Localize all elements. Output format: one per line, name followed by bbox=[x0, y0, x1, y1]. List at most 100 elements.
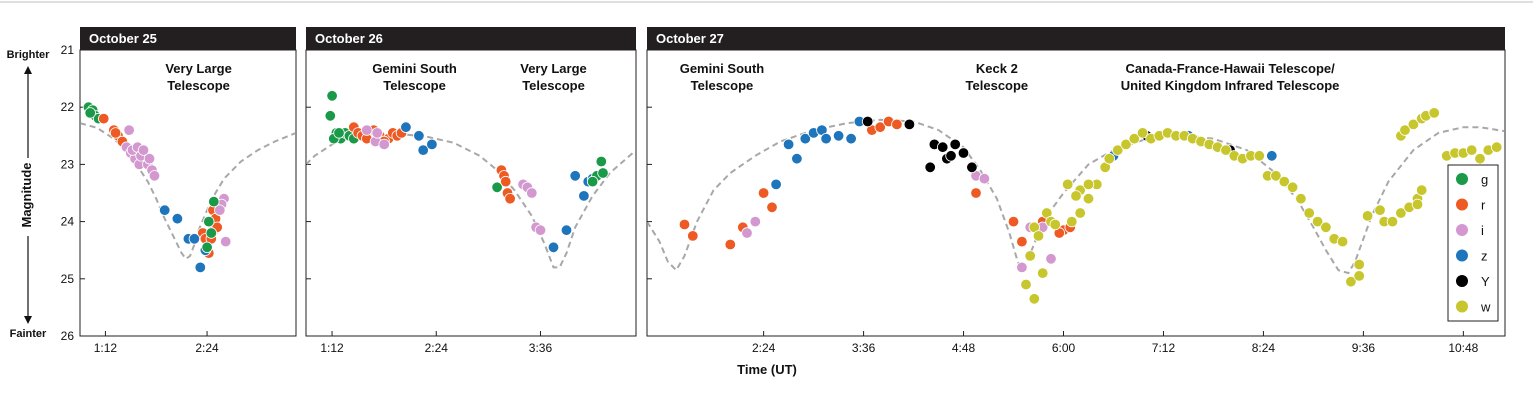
data-point-w bbox=[1336, 235, 1349, 248]
telescope-label: Very Large bbox=[165, 61, 232, 76]
data-point-w bbox=[1082, 178, 1095, 191]
data-point-Y bbox=[937, 141, 949, 153]
y-tick-label: 23 bbox=[61, 157, 75, 171]
telescope-label: United Kingdom Infrared Telescope bbox=[1121, 78, 1340, 93]
legend-label: Y bbox=[1481, 274, 1490, 289]
data-point-w bbox=[1036, 267, 1049, 279]
data-point-w bbox=[1253, 150, 1266, 162]
data-point-z bbox=[832, 130, 845, 142]
data-point-z bbox=[1266, 150, 1278, 162]
data-point-Y bbox=[945, 150, 957, 162]
data-point-i bbox=[143, 152, 156, 165]
legend-label: i bbox=[1481, 223, 1484, 238]
y-tick-label: 22 bbox=[61, 100, 75, 114]
data-point-i bbox=[148, 170, 161, 182]
series-i bbox=[361, 124, 547, 236]
data-point-r bbox=[874, 121, 886, 133]
data-point-Y bbox=[924, 161, 936, 174]
data-point-Y bbox=[949, 138, 961, 151]
series-i bbox=[120, 124, 232, 248]
legend-marker-i bbox=[1456, 224, 1468, 236]
telescope-label: Telescope bbox=[966, 78, 1029, 93]
data-point-g bbox=[205, 227, 218, 239]
data-point-r bbox=[1016, 235, 1028, 248]
x-tick-label: 2:24 bbox=[425, 341, 449, 355]
data-point-r bbox=[1007, 215, 1020, 228]
model-curve bbox=[648, 118, 1504, 275]
data-point-Y bbox=[903, 118, 916, 131]
series-r bbox=[678, 115, 1076, 251]
data-point-i bbox=[219, 235, 232, 248]
legend-box bbox=[1447, 164, 1499, 322]
series-Y bbox=[862, 115, 1236, 174]
data-point-z bbox=[158, 204, 171, 216]
legend-marker-Y bbox=[1456, 275, 1468, 287]
panel-frame bbox=[646, 49, 1506, 337]
legend-label: z bbox=[1481, 249, 1488, 264]
x-tick-label: 1:12 bbox=[94, 341, 118, 355]
telescope-label: Telescope bbox=[691, 78, 754, 93]
data-point-w bbox=[1295, 192, 1307, 205]
x-tick-label: 7:12 bbox=[1152, 341, 1176, 355]
data-point-w bbox=[1020, 278, 1032, 291]
telescope-label: Telescope bbox=[383, 78, 446, 93]
data-point-w bbox=[1286, 181, 1299, 194]
data-point-w bbox=[1303, 207, 1315, 219]
panel-1: October 25 1:12 2:24 Very Large Telescope bbox=[79, 27, 297, 355]
panel-3: October 27 2:24 3:36 4:48 6:00 7:12 8:24 9:36 10… bbox=[646, 27, 1506, 355]
panel-frame bbox=[305, 49, 637, 337]
panel-title-bar bbox=[306, 27, 636, 50]
data-point-g bbox=[203, 215, 215, 228]
y-tick-label: 26 bbox=[61, 329, 75, 343]
data-point-w bbox=[1270, 170, 1282, 182]
data-point-g bbox=[326, 90, 338, 102]
data-point-Y bbox=[957, 147, 970, 159]
data-point-z bbox=[194, 261, 207, 274]
x-tick-label: 1:12 bbox=[320, 341, 344, 355]
data-point-i bbox=[526, 187, 538, 199]
data-point-w bbox=[1353, 270, 1365, 282]
data-point-r bbox=[678, 218, 691, 231]
panel-title: October 27 bbox=[656, 31, 724, 46]
data-point-w bbox=[1278, 175, 1291, 188]
panel-title: October 25 bbox=[89, 31, 157, 46]
data-point-w bbox=[1111, 144, 1124, 156]
y-tick-label: 21 bbox=[61, 43, 75, 57]
data-point-w bbox=[1320, 221, 1332, 234]
telescope-label: Telescope bbox=[522, 78, 585, 93]
model-curve bbox=[81, 122, 295, 261]
arrow-down-icon bbox=[24, 316, 32, 324]
legend-marker-w bbox=[1456, 300, 1468, 313]
data-point-w bbox=[1411, 198, 1424, 211]
data-point-g bbox=[586, 175, 599, 188]
x-tick-label: 2:24 bbox=[195, 341, 219, 355]
y-axis: Magnitude Brighter Fainter 21 22 23 24 25 26 bbox=[7, 43, 75, 343]
data-point-w bbox=[1345, 276, 1357, 288]
data-point-w bbox=[1399, 124, 1411, 136]
series-g bbox=[324, 90, 360, 145]
data-point-w bbox=[1024, 250, 1036, 262]
data-point-g bbox=[84, 107, 96, 119]
data-point-g bbox=[333, 127, 345, 139]
data-point-w bbox=[1220, 144, 1232, 156]
panel-2: October 26 1:12 2:24 3:36 Gemini South Telesc… bbox=[305, 27, 637, 355]
data-point-i bbox=[361, 124, 373, 136]
data-point-w bbox=[1465, 144, 1478, 156]
data-point-g bbox=[324, 110, 337, 122]
data-point-r bbox=[891, 118, 903, 131]
data-point-w bbox=[1361, 210, 1374, 222]
data-point-w bbox=[1407, 118, 1420, 131]
data-point-w bbox=[1070, 190, 1082, 202]
data-point-i bbox=[137, 144, 150, 156]
data-point-i bbox=[1045, 253, 1057, 265]
telescope-label: Telescope bbox=[167, 78, 230, 93]
data-point-z bbox=[400, 121, 412, 133]
legend-label: r bbox=[1481, 198, 1486, 213]
x-tick-label: 4:48 bbox=[952, 341, 976, 355]
data-point-w bbox=[1474, 152, 1486, 165]
data-point-w bbox=[1490, 141, 1503, 153]
data-point-z bbox=[782, 138, 795, 151]
